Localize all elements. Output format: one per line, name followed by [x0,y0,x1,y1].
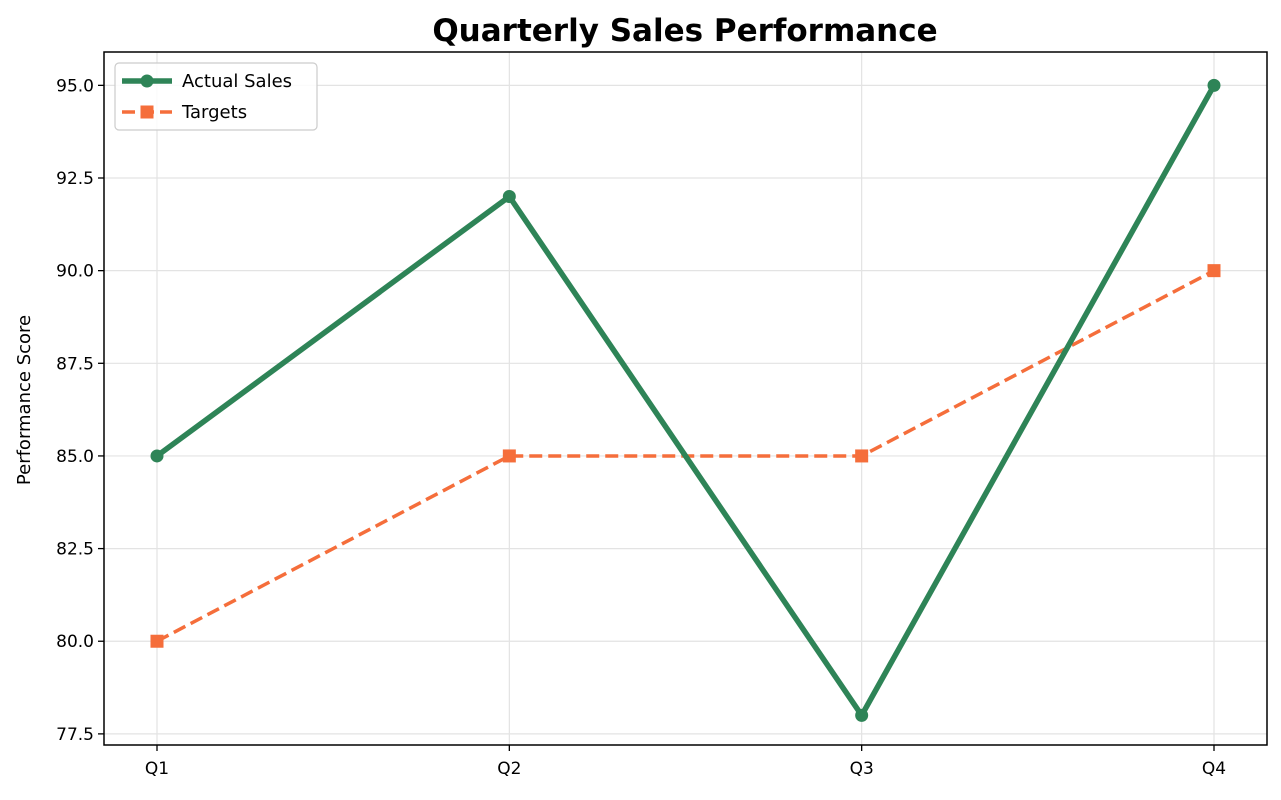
legend-label-actual-sales: Actual Sales [182,71,292,92]
y-tick-label: 90.0 [56,262,94,282]
y-axis-label: Performance Score [14,315,35,485]
actual-sales-point [855,708,869,722]
chart-title: Quarterly Sales Performance [432,13,937,49]
targets-point [150,634,164,648]
legend-label-targets: Targets [181,102,247,123]
y-tick-label: 95.0 [56,76,94,96]
axis-ticks: Q1 Q2 Q3 Q4 77.5 80.0 82.5 85.0 87.5 90.0 92.5 95.0 [56,76,1226,779]
actual-sales-line [155,84,1217,719]
legend-marker-actual-sales [140,74,154,88]
y-tick-label: 80.0 [56,632,94,652]
legend-marker-targets [140,105,154,119]
actual-sales-point [1207,78,1221,92]
series-layer [150,78,1221,722]
grid [104,52,1267,745]
y-tick-label: 77.5 [56,725,94,745]
actual-sales-point [150,449,164,463]
targets-point [502,449,516,463]
y-tick-label: 87.5 [56,354,94,374]
x-tick-label: Q1 [145,759,169,779]
targets-point [1207,264,1221,278]
plot-frame [103,51,1268,746]
x-tick-label: Q4 [1202,759,1226,779]
y-tick-label: 82.5 [56,540,94,560]
actual-sales-point [502,190,516,204]
targets-point [855,449,869,463]
x-tick-label: Q3 [850,759,874,779]
y-tick-label: 92.5 [56,169,94,189]
legend: Actual Sales Targets [114,62,318,131]
x-tick-label: Q2 [497,759,521,779]
y-tick-label: 85.0 [56,447,94,467]
